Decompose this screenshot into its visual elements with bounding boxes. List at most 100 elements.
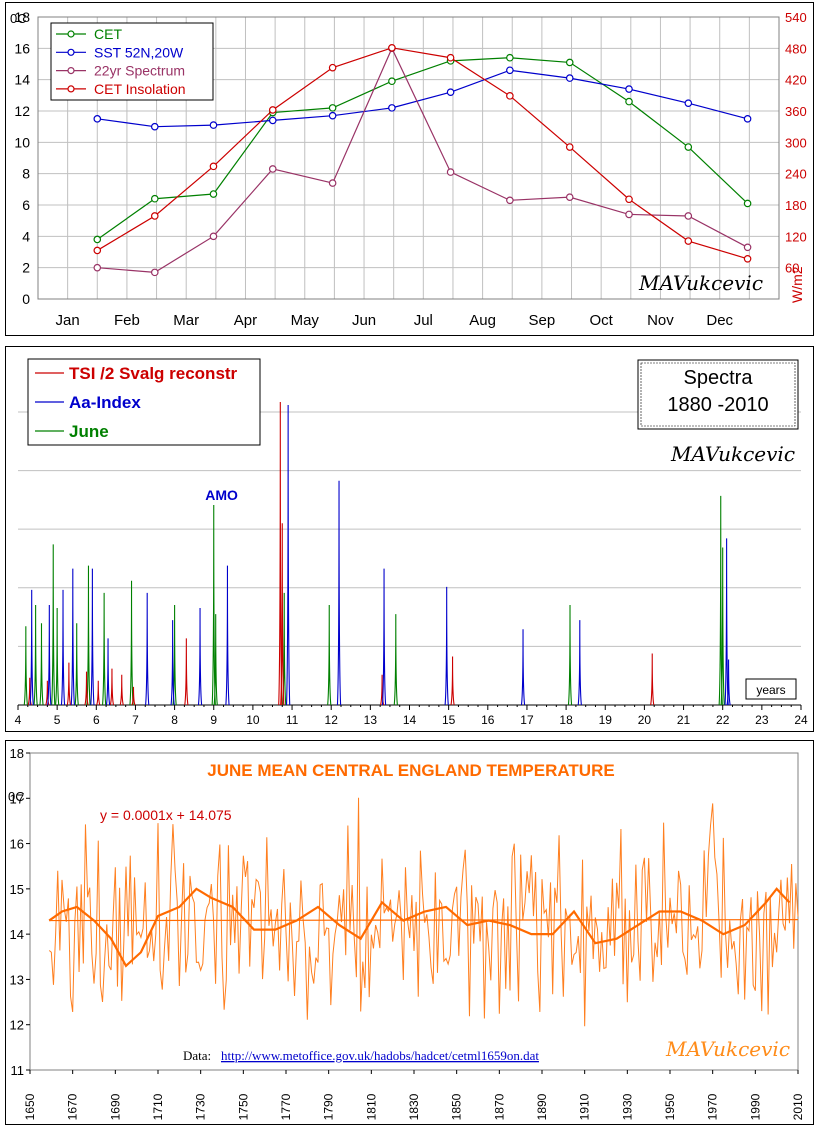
y-tick-label: 15 [10, 882, 24, 897]
spectrum-peak [29, 589, 34, 706]
legend-label: Aa-Index [69, 393, 141, 412]
y-tick-left: 12 [14, 103, 30, 119]
y-tick-left: 6 [22, 197, 30, 213]
spectrum-peak [650, 653, 655, 706]
x-tick-label: 1750 [236, 1093, 250, 1120]
data-point [93, 115, 102, 123]
chart-june-cet: 11 12 13 14 15 16 17 18 0C 1650 1670 1690 1710 1730 17… [8, 746, 805, 1120]
data-point [684, 99, 693, 107]
chart-spectra-panel: 4 5 6 7 8 9 10 11 12 13 14 15 16 17 18 19 20 21 22 23 24 AMO T… [5, 346, 814, 732]
series-line [97, 46, 748, 273]
data-point [446, 53, 455, 62]
data-point [565, 143, 574, 151]
x-tick-label: 9 [210, 713, 217, 727]
data-point [328, 104, 337, 112]
legend-marker [67, 66, 75, 75]
title-box [637, 359, 799, 430]
spectrum-peak [109, 668, 115, 706]
x-tick-label: 7 [132, 713, 139, 727]
y-tick-right: 360 [785, 104, 807, 119]
spectrum-peak [101, 592, 107, 706]
data-point [506, 53, 514, 62]
y-tick-left: 18 [14, 9, 30, 25]
source-label: Data: [183, 1048, 211, 1063]
y-tick-right: 480 [785, 41, 807, 56]
y-tick-label: 17 [10, 791, 24, 806]
x-tick-label: 13 [364, 713, 378, 727]
y-tick-label: 14 [10, 927, 24, 942]
signature: MAVukcevic [670, 442, 795, 466]
legend-marker [67, 85, 75, 93]
data-point [93, 235, 102, 244]
spectrum-peak [444, 586, 449, 706]
data-point [93, 246, 102, 255]
data-point [684, 143, 693, 151]
legend-marker [67, 48, 75, 56]
chart-spectra: 4 5 6 7 8 9 10 11 12 13 14 15 16 17 18 19 20 21 22 23 24 AMO T… [15, 358, 808, 727]
x-tick-label: 20 [638, 713, 652, 727]
spectrum-peak [170, 620, 175, 706]
spectrum-peak [131, 686, 136, 706]
data-point [743, 254, 752, 263]
data-point [150, 212, 159, 220]
trend-equation: y = 0.0001x + 14.075 [100, 807, 232, 823]
data-point [684, 212, 693, 220]
data-point [684, 237, 693, 245]
spectrum-peak [520, 629, 526, 706]
x-tick-label: 1970 [706, 1093, 720, 1120]
y-tick-label: 12 [10, 1018, 24, 1033]
spectrum-peak [51, 544, 56, 706]
x-tick-label: 1690 [108, 1093, 122, 1120]
data-point [268, 116, 277, 125]
x-tick-label: 24 [794, 713, 808, 727]
x-tick-label: 18 [559, 713, 573, 727]
legend-box [27, 358, 261, 446]
data-point [625, 97, 633, 106]
spectrum-peak [23, 626, 28, 706]
x-tick-label: Oct [589, 312, 613, 329]
y-tick-left: 4 [22, 228, 30, 244]
data-point [388, 44, 396, 52]
data-point [268, 165, 277, 173]
data-point [565, 74, 574, 82]
x-tick-label: 8 [171, 713, 178, 727]
spectrum-peak [393, 614, 398, 706]
spectrum-peak [336, 480, 342, 706]
data-point [506, 66, 514, 75]
x-axis-label: years [756, 683, 785, 697]
x-tick-label: 5 [54, 713, 61, 727]
chart-june-cet-panel: 11 12 13 14 15 16 17 18 0C 1650 1670 1690 1710 1730 17… [5, 740, 814, 1125]
data-point [506, 92, 514, 100]
data-point [150, 194, 159, 203]
legend-label: CET [94, 26, 122, 42]
x-tick-label: 23 [755, 713, 769, 727]
x-tick-label: 14 [403, 713, 417, 727]
x-tick-label: 6 [93, 713, 100, 727]
series-line [96, 57, 748, 240]
x-tick-label: Jan [56, 312, 80, 329]
spectrum-peak [129, 580, 134, 706]
y-unit: 0C [8, 789, 25, 804]
x-tick-label: Sep [529, 312, 556, 329]
spectrum-peak [718, 495, 723, 706]
spectrum-peak [450, 656, 455, 706]
legend-label: CET Insolation [94, 81, 186, 97]
x-tick-label: 1890 [535, 1093, 549, 1120]
x-tick-label: 12 [325, 713, 339, 727]
spectrum-peak [280, 523, 285, 706]
x-tick-label: 1650 [23, 1093, 37, 1120]
x-tick-label: 1850 [450, 1093, 464, 1120]
x-tick-label: 4 [15, 713, 22, 727]
chart-monthly-panel: 0 2 4 6 8 10 12 14 16 18 60 120 180 240 300 360 420 480 54… [5, 2, 814, 336]
data-point [565, 193, 574, 201]
data-point [446, 168, 455, 176]
y-tick-right: 180 [785, 198, 807, 213]
x-tick-label: Nov [647, 312, 674, 329]
data-point [150, 122, 159, 131]
y-tick-right: 420 [785, 73, 807, 88]
data-point [388, 77, 396, 86]
x-tick-label: 1930 [620, 1093, 634, 1120]
source-link[interactable]: http://www.metoffice.gov.uk/hadobs/hadce… [221, 1048, 539, 1063]
plot-frame [37, 16, 780, 300]
spectrum-peak [726, 659, 731, 706]
